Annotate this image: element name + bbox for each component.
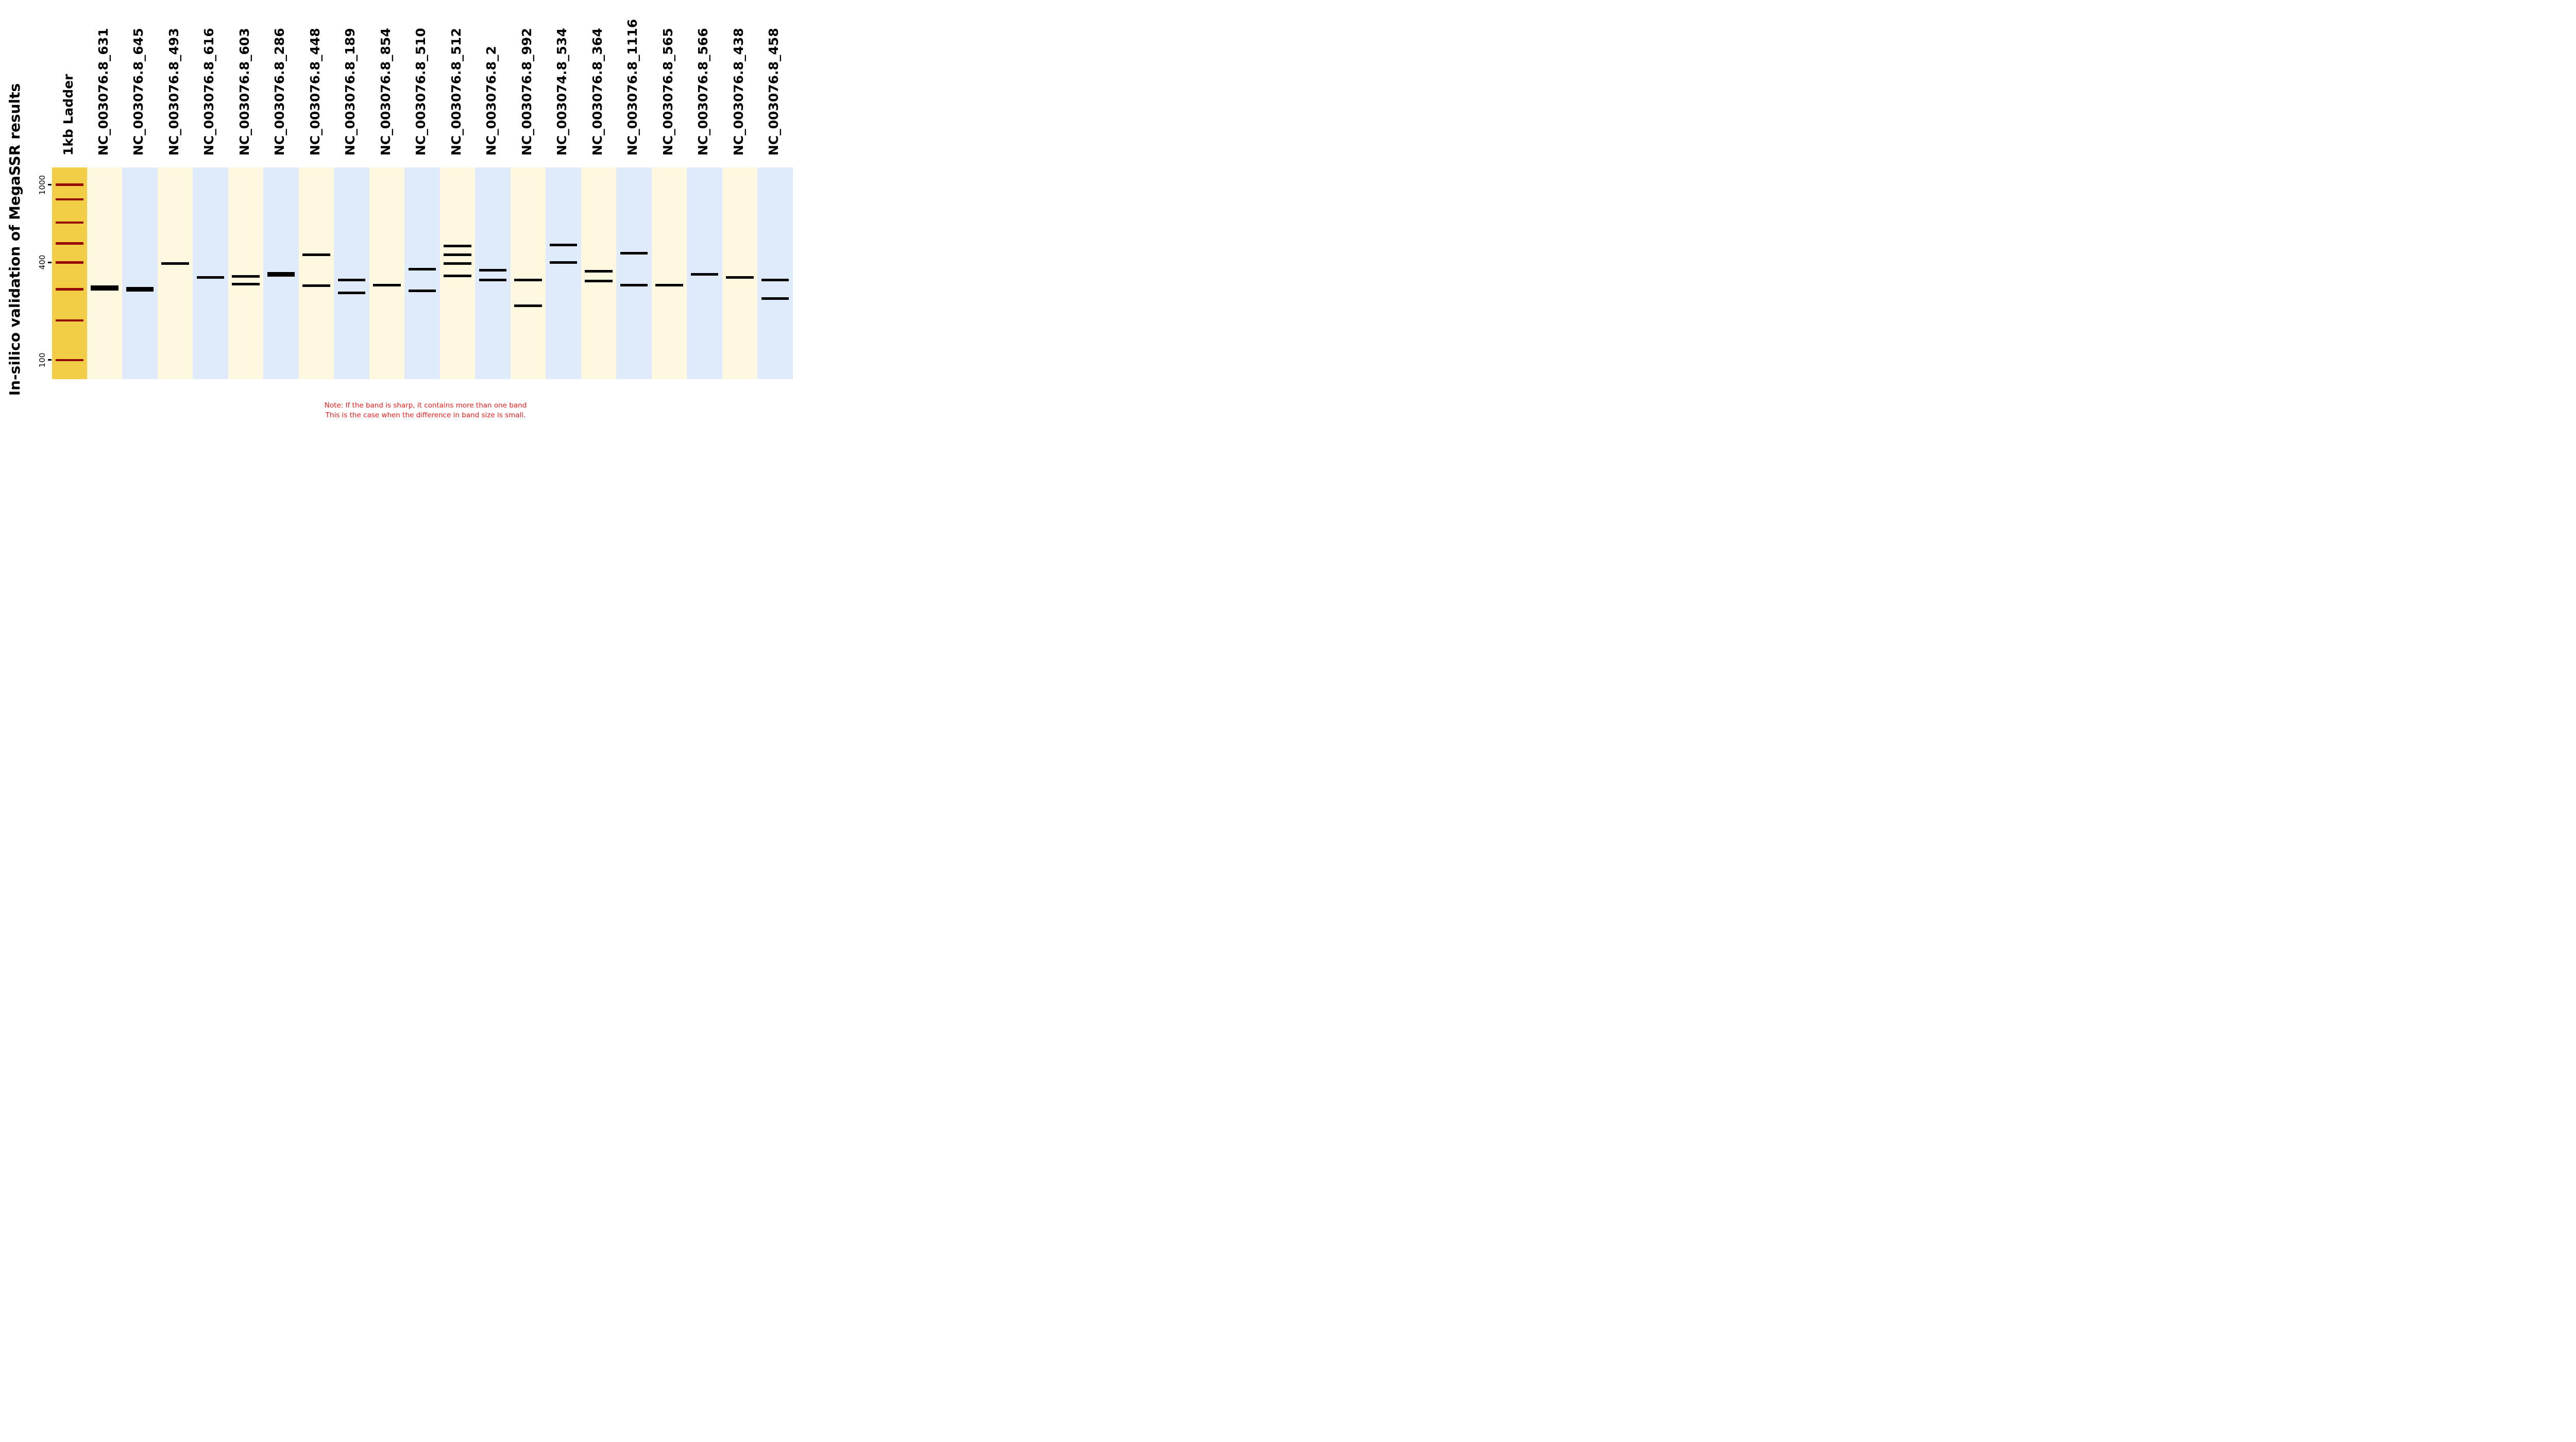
- ladder-lane: [52, 167, 87, 380]
- lane-label: NC_003076.8_512: [448, 28, 464, 156]
- gel-band: [444, 245, 471, 248]
- ladder-band: [56, 261, 83, 264]
- lane-label: NC_003076.8_364: [589, 28, 605, 156]
- gel-band: [585, 280, 613, 283]
- gel-band: [444, 262, 471, 265]
- lane-label: NC_003076.8_286: [272, 28, 287, 156]
- gel-band: [549, 244, 578, 247]
- gel-lane: [616, 167, 652, 380]
- lane-label: NC_003076.8_510: [413, 28, 429, 156]
- gel-band: [549, 261, 578, 264]
- gel-band: [302, 284, 330, 287]
- gel-lane: [510, 167, 546, 380]
- gel-lane: [404, 167, 440, 380]
- gel-lane: [475, 167, 511, 380]
- gel-band: [373, 284, 401, 287]
- lane-label: NC_003076.8_189: [343, 28, 358, 156]
- lane-label: NC_003074.8_534: [554, 28, 570, 156]
- gel-band: [337, 292, 366, 295]
- gel-lane: [298, 167, 334, 380]
- gel-band: [196, 276, 225, 279]
- gel-lane: [651, 167, 687, 380]
- gel-lane: [546, 167, 581, 380]
- gel-band: [337, 278, 366, 281]
- gel-band: [761, 278, 789, 281]
- gel-lane: [87, 167, 123, 380]
- gel-band: [726, 276, 754, 279]
- gel-lane: [581, 167, 617, 380]
- gel-lane: [157, 167, 193, 380]
- gel-band: [655, 284, 683, 287]
- gel-band: [302, 253, 330, 256]
- gel-lane: [439, 167, 476, 380]
- gel-band: [514, 278, 542, 281]
- gel-band: [444, 253, 471, 256]
- gel-lane: [757, 167, 793, 380]
- gel-band: [232, 275, 260, 278]
- gel-band: [91, 285, 118, 291]
- gel-band: [585, 269, 613, 273]
- gel-band: [620, 284, 648, 287]
- gel-band: [126, 286, 154, 292]
- gel-lane: [228, 167, 264, 380]
- note-line-1: Note: If the band is sharp, it contains …: [324, 401, 527, 410]
- gel-band: [232, 282, 260, 285]
- gel-figure: In-silico validation of MegaSSR results …: [0, 0, 808, 428]
- y-axis-tick: [47, 184, 52, 186]
- lane-label: NC_003076.8_438: [731, 28, 746, 156]
- gel-band: [479, 269, 507, 272]
- lane-label: NC_003076.8_854: [378, 28, 393, 156]
- lane-label: NC_003076.8_565: [660, 28, 675, 156]
- y-axis-tick-label: 400: [37, 255, 47, 270]
- gel-band: [408, 290, 436, 293]
- lane-label: NC_003076.8_493: [166, 28, 181, 156]
- lane-label: NC_003076.8_616: [201, 28, 217, 156]
- gel-band: [267, 272, 295, 277]
- lane-label: NC_003076.8_2: [484, 46, 499, 156]
- ladder-band: [56, 319, 83, 322]
- gel-band: [761, 297, 789, 300]
- lane-label: NC_003076.8_603: [236, 28, 252, 156]
- figure-title: In-silico validation of MegaSSR results: [6, 83, 23, 396]
- ladder-band: [56, 359, 83, 362]
- lane-label: NC_003076.8_448: [307, 28, 323, 156]
- gel-lane: [722, 167, 758, 380]
- lane-label: NC_003076.8_1116: [625, 19, 640, 156]
- gel-lane: [122, 167, 158, 380]
- lane-label: NC_003076.8_566: [696, 28, 711, 156]
- lane-label-ladder: 1kb Ladder: [60, 74, 76, 156]
- lane-label: NC_003076.8_992: [519, 28, 534, 156]
- gel-band: [690, 273, 719, 276]
- gel-band: [444, 274, 471, 277]
- ladder-band: [56, 183, 83, 186]
- lane-label: NC_003076.8_458: [766, 28, 782, 156]
- gel-band: [514, 304, 542, 307]
- y-axis-tick: [47, 359, 52, 361]
- ladder-band: [56, 198, 83, 201]
- ladder-band: [56, 242, 83, 245]
- y-axis-tick: [47, 261, 52, 263]
- ladder-band: [56, 288, 83, 291]
- gel-lane: [334, 167, 369, 380]
- y-axis-tick-label: 1000: [37, 175, 47, 195]
- lane-label: NC_003076.8_645: [131, 28, 146, 156]
- figure-note: Note: If the band is sharp, it contains …: [325, 401, 527, 420]
- gel-lane: [369, 167, 405, 380]
- gel-lane: [193, 167, 228, 380]
- gel-band: [408, 267, 436, 270]
- lane-label: NC_003076.8_631: [95, 28, 111, 156]
- note-line-2: This is the case when the difference in …: [325, 411, 526, 420]
- gel-band: [620, 252, 648, 255]
- gel-band: [479, 278, 507, 281]
- ladder-band: [56, 221, 83, 224]
- y-axis-tick-label: 100: [37, 352, 47, 368]
- gel-band: [161, 262, 189, 265]
